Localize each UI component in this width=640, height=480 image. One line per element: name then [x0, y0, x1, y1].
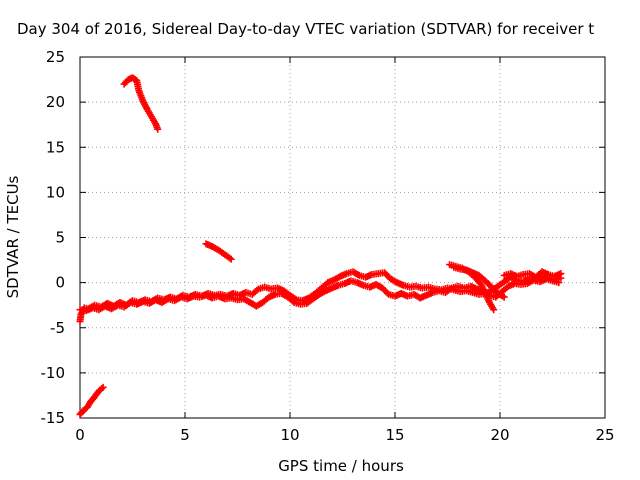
data-point — [154, 125, 162, 133]
data-point — [500, 293, 508, 301]
y-tick-labels: -15 -10 -5 0 5 10 15 20 25 — [41, 48, 66, 427]
x-tick-label: 25 — [595, 426, 614, 444]
y-tick-label: 5 — [55, 229, 65, 247]
x-tick-labels: 0 5 10 15 20 25 — [75, 426, 614, 444]
data-point — [490, 306, 498, 314]
y-tick-label: 20 — [46, 93, 65, 111]
x-tick-label: 5 — [180, 426, 190, 444]
x-tick-label: 20 — [490, 426, 509, 444]
plot-frame — [79, 56, 606, 419]
data-point — [557, 270, 565, 278]
y-tick-label: -10 — [41, 364, 66, 382]
y-tick-label: -5 — [50, 319, 65, 337]
data-point — [555, 279, 563, 287]
x-tick-label: 0 — [75, 426, 85, 444]
y-tick-label: 25 — [46, 48, 65, 66]
y-axis-label: SDTVAR / TECUs — [4, 175, 22, 298]
y-tick-label: 0 — [55, 274, 65, 292]
y-tick-label: 15 — [46, 138, 65, 156]
chart-title: Day 304 of 2016, Sidereal Day-to-day VTE… — [17, 20, 594, 38]
data-point — [227, 255, 235, 263]
data-point — [99, 383, 107, 391]
x-tick-label: 10 — [280, 426, 299, 444]
x-axis-label: GPS time / hours — [278, 457, 404, 475]
y-tick-label: 10 — [46, 183, 65, 201]
axis-ticks — [79, 56, 606, 419]
x-tick-label: 15 — [385, 426, 404, 444]
grid-lines — [80, 57, 605, 418]
y-tick-label: -15 — [41, 409, 66, 427]
data-marks — [76, 74, 565, 418]
